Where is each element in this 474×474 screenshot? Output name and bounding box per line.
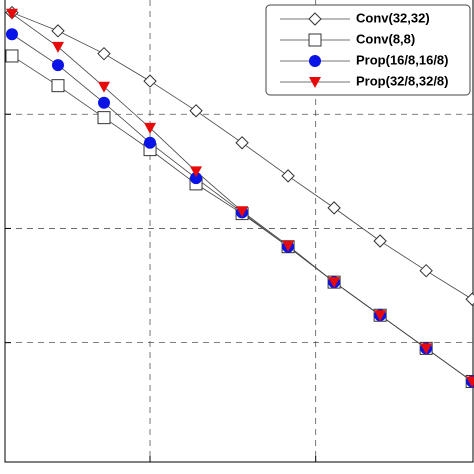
legend-label: Prop(16/8,16/8) bbox=[356, 52, 449, 67]
marker bbox=[281, 169, 295, 183]
marker bbox=[373, 234, 387, 248]
marker bbox=[465, 292, 474, 306]
marker bbox=[51, 41, 64, 53]
legend-box bbox=[265, 4, 471, 96]
legend-label: Conv(8,8) bbox=[356, 31, 415, 46]
marker bbox=[51, 24, 65, 38]
marker bbox=[98, 96, 111, 109]
marker bbox=[51, 59, 64, 72]
marker bbox=[190, 166, 203, 178]
plot-frame bbox=[4, 0, 474, 463]
marker bbox=[374, 310, 387, 322]
legend-label: Prop(32/8,32/8) bbox=[356, 73, 449, 88]
marker bbox=[97, 111, 111, 125]
marker bbox=[143, 74, 157, 88]
marker bbox=[282, 240, 295, 252]
marker bbox=[144, 136, 157, 149]
marker bbox=[309, 55, 321, 67]
marker bbox=[328, 277, 341, 289]
marker bbox=[420, 343, 433, 355]
marker bbox=[190, 172, 203, 185]
marker bbox=[419, 263, 433, 278]
marker bbox=[5, 49, 19, 63]
legend: Conv(32,32) Conv(8,8) Prop(16/8,16/8) Prop(… bbox=[265, 4, 471, 96]
marker bbox=[5, 28, 18, 41]
legend-label: Conv(32,32) bbox=[356, 10, 430, 25]
marker bbox=[98, 81, 111, 93]
marker bbox=[327, 201, 341, 215]
marker bbox=[308, 12, 322, 26]
marker bbox=[51, 79, 65, 93]
marker bbox=[466, 376, 474, 388]
marker bbox=[189, 104, 203, 118]
marker bbox=[97, 46, 111, 61]
marker bbox=[5, 8, 18, 20]
marker bbox=[308, 33, 322, 47]
marker bbox=[309, 77, 321, 88]
marker bbox=[235, 136, 249, 150]
marker bbox=[236, 206, 249, 218]
marker bbox=[144, 122, 157, 134]
